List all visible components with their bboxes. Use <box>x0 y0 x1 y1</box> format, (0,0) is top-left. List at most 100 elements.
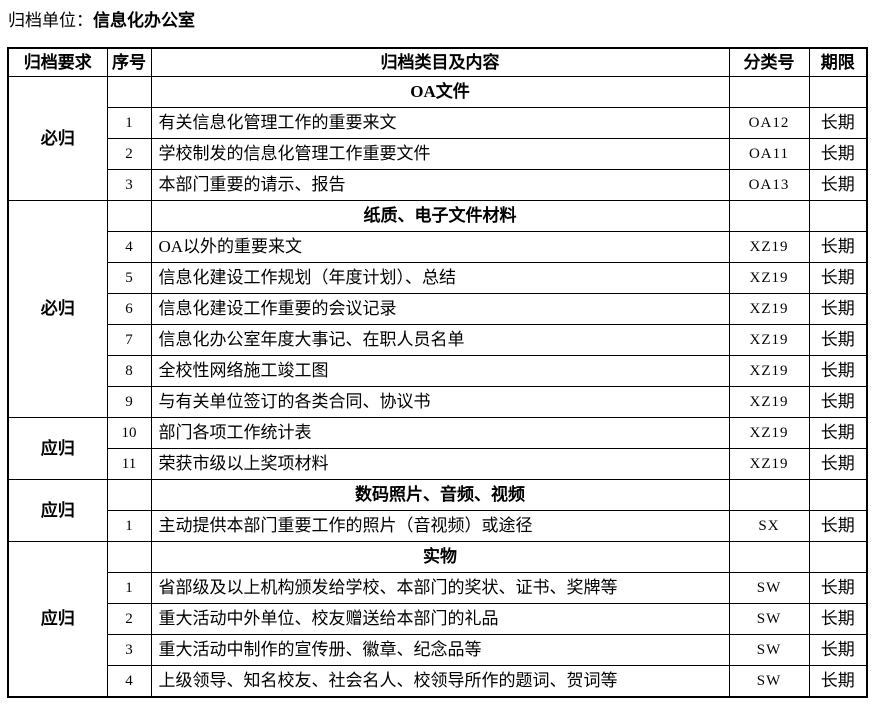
duration-cell: 长期 <box>808 231 868 263</box>
code-cell: OA12 <box>728 107 810 139</box>
index-cell: 2 <box>106 138 152 170</box>
code-cell: OA13 <box>728 169 810 201</box>
code-cell-empty <box>728 200 810 232</box>
index-cell: 6 <box>106 293 152 325</box>
content-cell: 部门各项工作统计表 <box>150 417 730 449</box>
index-cell: 3 <box>106 169 152 201</box>
content-cell: 信息化建设工作重要的会议记录 <box>150 293 730 325</box>
content-cell: 信息化办公室年度大事记、在职人员名单 <box>150 324 730 356</box>
header-content: 归档类目及内容 <box>150 47 730 77</box>
table-row: 7 信息化办公室年度大事记、在职人员名单 XZ19 长期 <box>8 324 868 356</box>
table-row: 2 学校制发的信息化管理工作重要文件 OA11 长期 <box>8 138 868 170</box>
code-cell-empty <box>728 541 810 573</box>
duration-cell: 长期 <box>808 138 868 170</box>
index-cell-empty <box>106 541 152 573</box>
index-cell: 7 <box>106 324 152 356</box>
code-cell: SW <box>728 665 810 698</box>
header-classification: 分类号 <box>728 47 810 77</box>
content-cell: OA以外的重要来文 <box>150 231 730 263</box>
index-cell: 11 <box>106 448 152 480</box>
duration-cell-empty <box>808 76 868 108</box>
index-cell: 4 <box>106 231 152 263</box>
duration-cell: 长期 <box>808 355 868 387</box>
header-duration: 期限 <box>808 47 868 77</box>
index-cell: 1 <box>106 510 152 542</box>
index-cell-empty <box>106 479 152 511</box>
code-cell: XZ19 <box>728 417 810 449</box>
duration-cell-empty <box>808 479 868 511</box>
duration-cell: 长期 <box>808 510 868 542</box>
section-title-cell: 实物 <box>150 541 730 573</box>
index-cell: 10 <box>106 417 152 449</box>
table-row: 4 OA以外的重要来文 XZ19 长期 <box>8 231 868 263</box>
requirement-cell: 应归 <box>7 417 108 480</box>
archive-unit-label: 归档单位： <box>8 11 93 30</box>
duration-cell-empty <box>808 200 868 232</box>
index-cell: 8 <box>106 355 152 387</box>
table-row: 1 有关信息化管理工作的重要来文 OA12 长期 <box>8 107 868 139</box>
duration-cell: 长期 <box>808 386 868 418</box>
content-cell: 本部门重要的请示、报告 <box>150 169 730 201</box>
duration-cell: 长期 <box>808 448 868 480</box>
section-row: 必归 OA文件 <box>7 76 868 201</box>
section-row: 应归 数码照片、音频、视频 <box>7 479 868 542</box>
index-cell: 9 <box>106 386 152 418</box>
index-cell: 1 <box>106 107 152 139</box>
table-row: 3 重大活动中制作的宣传册、徽章、纪念品等 SW 长期 <box>8 634 868 666</box>
table-row: 3 本部门重要的请示、报告 OA13 长期 <box>8 169 868 201</box>
duration-cell: 长期 <box>808 665 868 698</box>
content-cell: 主动提供本部门重要工作的照片（音视频）或途径 <box>150 510 730 542</box>
table-row: 5 信息化建设工作规划（年度计划）、总结 XZ19 长期 <box>8 262 868 294</box>
index-cell: 3 <box>106 634 152 666</box>
requirement-cell: 必归 <box>7 76 108 201</box>
content-cell: 重大活动中制作的宣传册、徽章、纪念品等 <box>150 634 730 666</box>
content-cell: 省部级及以上机构颁发给学校、本部门的奖状、证书、奖牌等 <box>150 572 730 604</box>
table-row: 8 全校性网络施工竣工图 XZ19 长期 <box>8 355 868 387</box>
index-cell-empty <box>106 76 152 108</box>
code-cell: SW <box>728 603 810 635</box>
requirement-cell: 应归 <box>7 479 108 542</box>
section-row: 应归 实物 <box>7 541 868 698</box>
table-row: 9 与有关单位签订的各类合同、协议书 XZ19 长期 <box>8 386 868 418</box>
requirement-cell: 应归 <box>7 541 108 698</box>
content-cell: 重大活动中外单位、校友赠送给本部门的礼品 <box>150 603 730 635</box>
index-cell: 5 <box>106 262 152 294</box>
index-cell: 4 <box>106 665 152 698</box>
requirement-cell: 必归 <box>7 200 108 418</box>
code-cell: SX <box>728 510 810 542</box>
duration-cell: 长期 <box>808 572 868 604</box>
table-row: 1 省部级及以上机构颁发给学校、本部门的奖状、证书、奖牌等 SW 长期 <box>8 572 868 604</box>
page-title: 归档单位：信息化办公室 <box>8 10 888 32</box>
duration-cell-empty <box>808 541 868 573</box>
index-cell-empty <box>106 200 152 232</box>
section-row: 必归 纸质、电子文件材料 <box>7 200 868 418</box>
code-cell: XZ19 <box>728 355 810 387</box>
content-cell: 有关信息化管理工作的重要来文 <box>150 107 730 139</box>
section-title-cell: 纸质、电子文件材料 <box>150 200 730 232</box>
archive-requirements-table: 归档要求 序号 归档类目及内容 分类号 期限 必归 OA文件 1 有关信息化管理… <box>7 47 868 698</box>
code-cell: XZ19 <box>728 231 810 263</box>
content-cell: 全校性网络施工竣工图 <box>150 355 730 387</box>
code-cell: OA11 <box>728 138 810 170</box>
index-cell: 1 <box>106 572 152 604</box>
content-cell: 与有关单位签订的各类合同、协议书 <box>150 386 730 418</box>
code-cell-empty <box>728 479 810 511</box>
header-requirement: 归档要求 <box>7 47 108 77</box>
content-cell: 信息化建设工作规划（年度计划）、总结 <box>150 262 730 294</box>
table-row: 2 重大活动中外单位、校友赠送给本部门的礼品 SW 长期 <box>8 603 868 635</box>
duration-cell: 长期 <box>808 293 868 325</box>
duration-cell: 长期 <box>808 324 868 356</box>
section-title-cell: OA文件 <box>150 76 730 108</box>
duration-cell: 长期 <box>808 262 868 294</box>
code-cell: XZ19 <box>728 448 810 480</box>
duration-cell: 长期 <box>808 417 868 449</box>
code-cell: XZ19 <box>728 324 810 356</box>
table-row: 11 荣获市级以上奖项材料 XZ19 长期 <box>8 448 868 480</box>
duration-cell: 长期 <box>808 634 868 666</box>
content-cell: 上级领导、知名校友、社会名人、校领导所作的题词、贺词等 <box>150 665 730 698</box>
table-row: 4 上级领导、知名校友、社会名人、校领导所作的题词、贺词等 SW 长期 <box>8 665 868 698</box>
table-row: 1 主动提供本部门重要工作的照片（音视频）或途径 SX 长期 <box>8 510 868 542</box>
table-header-row: 归档要求 序号 归档类目及内容 分类号 期限 <box>7 47 868 77</box>
content-cell: 学校制发的信息化管理工作重要文件 <box>150 138 730 170</box>
